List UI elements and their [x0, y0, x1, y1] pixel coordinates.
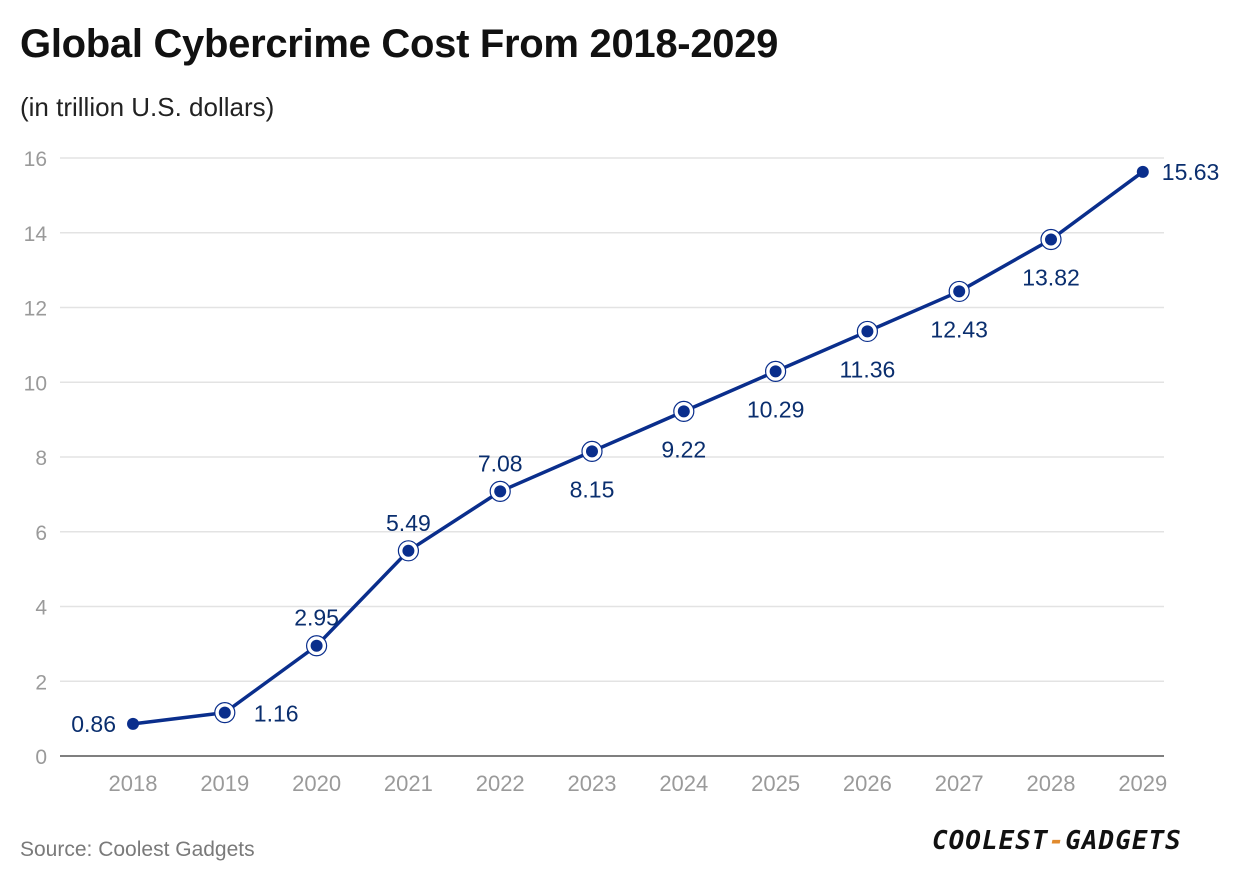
data-label: 8.15	[570, 476, 615, 502]
source-note: Source: Coolest Gadgets	[20, 838, 255, 861]
data-label: 15.63	[1162, 159, 1220, 185]
data-point	[1136, 165, 1149, 178]
data-label: 0.86	[71, 711, 116, 737]
brand-logo: COOLEST-GADGETS	[932, 826, 1182, 856]
x-tick-label: 2029	[1118, 771, 1167, 796]
data-label: 7.08	[478, 450, 523, 476]
x-tick-label: 2019	[200, 771, 249, 796]
brand-logo-part2: GADGETS	[1065, 826, 1182, 856]
x-tick-label: 2021	[384, 771, 433, 796]
x-tick-label: 2022	[476, 771, 525, 796]
y-tick-label: 14	[24, 223, 48, 246]
y-tick-label: 8	[35, 447, 47, 470]
y-tick-label: 0	[35, 746, 47, 769]
data-point	[769, 365, 782, 378]
x-tick-label: 2026	[843, 771, 892, 796]
data-point	[861, 325, 874, 338]
data-point	[586, 445, 598, 458]
data-label: 5.49	[386, 510, 431, 536]
x-tick-label: 2023	[568, 771, 617, 796]
y-tick-label: 6	[35, 522, 47, 545]
data-point	[677, 405, 690, 418]
data-label: 10.29	[747, 396, 805, 422]
data-point	[953, 285, 966, 298]
data-label: 11.36	[839, 356, 895, 382]
y-tick-label: 12	[24, 298, 47, 321]
x-tick-label: 2018	[109, 771, 158, 796]
y-tick-label: 10	[24, 372, 47, 395]
x-tick-label: 2024	[659, 771, 708, 796]
data-point	[127, 717, 139, 730]
x-tick-label: 2027	[935, 771, 984, 796]
data-point	[494, 485, 507, 498]
x-tick-label: 2028	[1027, 771, 1076, 796]
y-tick-label: 16	[24, 148, 47, 171]
data-label: 1.16	[254, 701, 299, 727]
y-tick-label: 2	[35, 671, 47, 694]
x-tick-label: 2020	[292, 771, 341, 796]
chart-title: Global Cybercrime Cost From 2018-2029	[20, 22, 779, 66]
brand-logo-separator: -	[1048, 826, 1066, 856]
y-tick-label: 4	[35, 597, 47, 620]
data-label: 12.43	[930, 316, 988, 342]
x-tick-label: 2025	[751, 771, 800, 796]
series-line	[131, 170, 1145, 726]
data-label: 9.22	[661, 436, 706, 462]
data-point	[218, 706, 231, 719]
data-label: 2.95	[294, 605, 339, 631]
data-point	[402, 544, 415, 557]
data-point	[310, 639, 323, 652]
data-label: 13.82	[1022, 264, 1080, 290]
brand-logo-part1: COOLEST	[932, 826, 1049, 856]
data-point	[1045, 233, 1057, 246]
chart-subtitle: (in trillion U.S. dollars)	[20, 92, 275, 122]
